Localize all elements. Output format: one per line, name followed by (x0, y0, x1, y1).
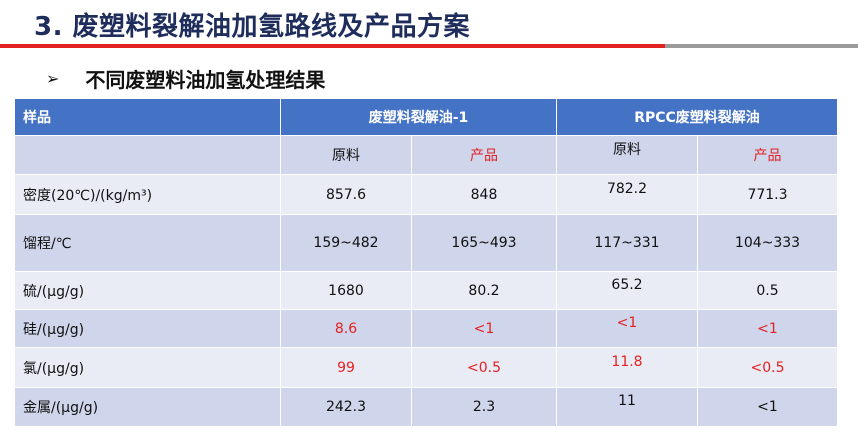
row-label: 馏程/℃ (14, 214, 281, 272)
row-label: 硫/(μg/g) (14, 271, 281, 310)
subheader-raw-1: 原料 (280, 135, 412, 175)
table-row: 密度(20℃)/(kg/m³) 857.6 848 782.2 771.3 (14, 174, 838, 215)
cell-product-2: <1 (697, 309, 838, 348)
subheader-product-1: 产品 (411, 135, 557, 175)
cell-product-1: 848 (411, 174, 557, 215)
subheader-product-2: 产品 (697, 135, 838, 175)
cell-raw-2: 117~331 (556, 214, 698, 272)
cell-raw-2: 11 (556, 387, 698, 427)
title-underline-gray (665, 44, 858, 48)
cell-raw-2: 65.2 (556, 271, 698, 310)
header-group-2: RPCC废塑料裂解油 (556, 98, 838, 136)
cell-product-1: 165~493 (411, 214, 557, 272)
cell-raw-1: 159~482 (280, 214, 412, 272)
row-label: 氯/(μg/g) (14, 347, 281, 388)
cell-raw-2-text: 11 (618, 393, 636, 409)
cell-raw-2-text: 11.8 (611, 353, 643, 370)
cell-product-1: 80.2 (411, 271, 557, 310)
slide-title: 3. 废塑料裂解油加氢路线及产品方案 (34, 12, 471, 42)
cell-product-1: <1 (411, 309, 557, 348)
table-subheader-row: 原料 产品 原料 产品 (14, 135, 838, 175)
cell-product-2: 104~333 (697, 214, 838, 272)
row-label: 金属/(μg/g) (14, 387, 281, 427)
table-row: 硅/(μg/g) 8.6 <1 <1 <1 (14, 309, 838, 348)
cell-product-1: 2.3 (411, 387, 557, 427)
table-row: 馏程/℃ 159~482 165~493 117~331 104~333 (14, 214, 838, 272)
cell-raw-1: 8.6 (280, 309, 412, 348)
cell-product-2: 0.5 (697, 271, 838, 310)
cell-raw-1: 1680 (280, 271, 412, 310)
table-row: 氯/(μg/g) 99 <0.5 11.8 <0.5 (14, 347, 838, 388)
subheader-raw-2-text: 原料 (613, 142, 641, 158)
results-table: 样品 废塑料裂解油-1 RPCC废塑料裂解油 原料 产品 原料 产品 密度(20… (14, 98, 838, 427)
cell-product-1: <0.5 (411, 347, 557, 388)
section-subtitle: ➢ 不同废塑料油加氢处理结果 (46, 64, 325, 93)
title-underline-red (0, 44, 665, 48)
table-row: 金属/(μg/g) 242.3 2.3 11 <1 (14, 387, 838, 427)
cell-product-2: <1 (697, 387, 838, 427)
header-sample: 样品 (14, 98, 281, 136)
header-group-1: 废塑料裂解油-1 (280, 98, 557, 136)
row-label: 密度(20℃)/(kg/m³) (14, 174, 281, 215)
cell-raw-2: 782.2 (556, 174, 698, 215)
cell-raw-1: 857.6 (280, 174, 412, 215)
table-header-row: 样品 废塑料裂解油-1 RPCC废塑料裂解油 (14, 98, 838, 136)
subtitle-text: 不同废塑料油加氢处理结果 (85, 68, 326, 92)
cell-product-2: <0.5 (697, 347, 838, 388)
subheader-empty (14, 135, 281, 175)
table-row: 硫/(μg/g) 1680 80.2 65.2 0.5 (14, 271, 838, 310)
cell-raw-1: 99 (280, 347, 412, 388)
cell-raw-2: 11.8 (556, 347, 698, 388)
cell-product-2: 771.3 (697, 174, 838, 215)
subheader-raw-2: 原料 (556, 135, 698, 175)
cell-raw-2-text: 782.2 (606, 180, 648, 197)
row-label: 硅/(μg/g) (14, 309, 281, 348)
cell-raw-1: 242.3 (280, 387, 412, 427)
cell-raw-2: <1 (556, 309, 698, 348)
cell-raw-2-text: 65.2 (611, 276, 643, 293)
arrow-right-icon: ➢ (46, 69, 60, 88)
cell-raw-2-text: <1 (616, 314, 638, 331)
